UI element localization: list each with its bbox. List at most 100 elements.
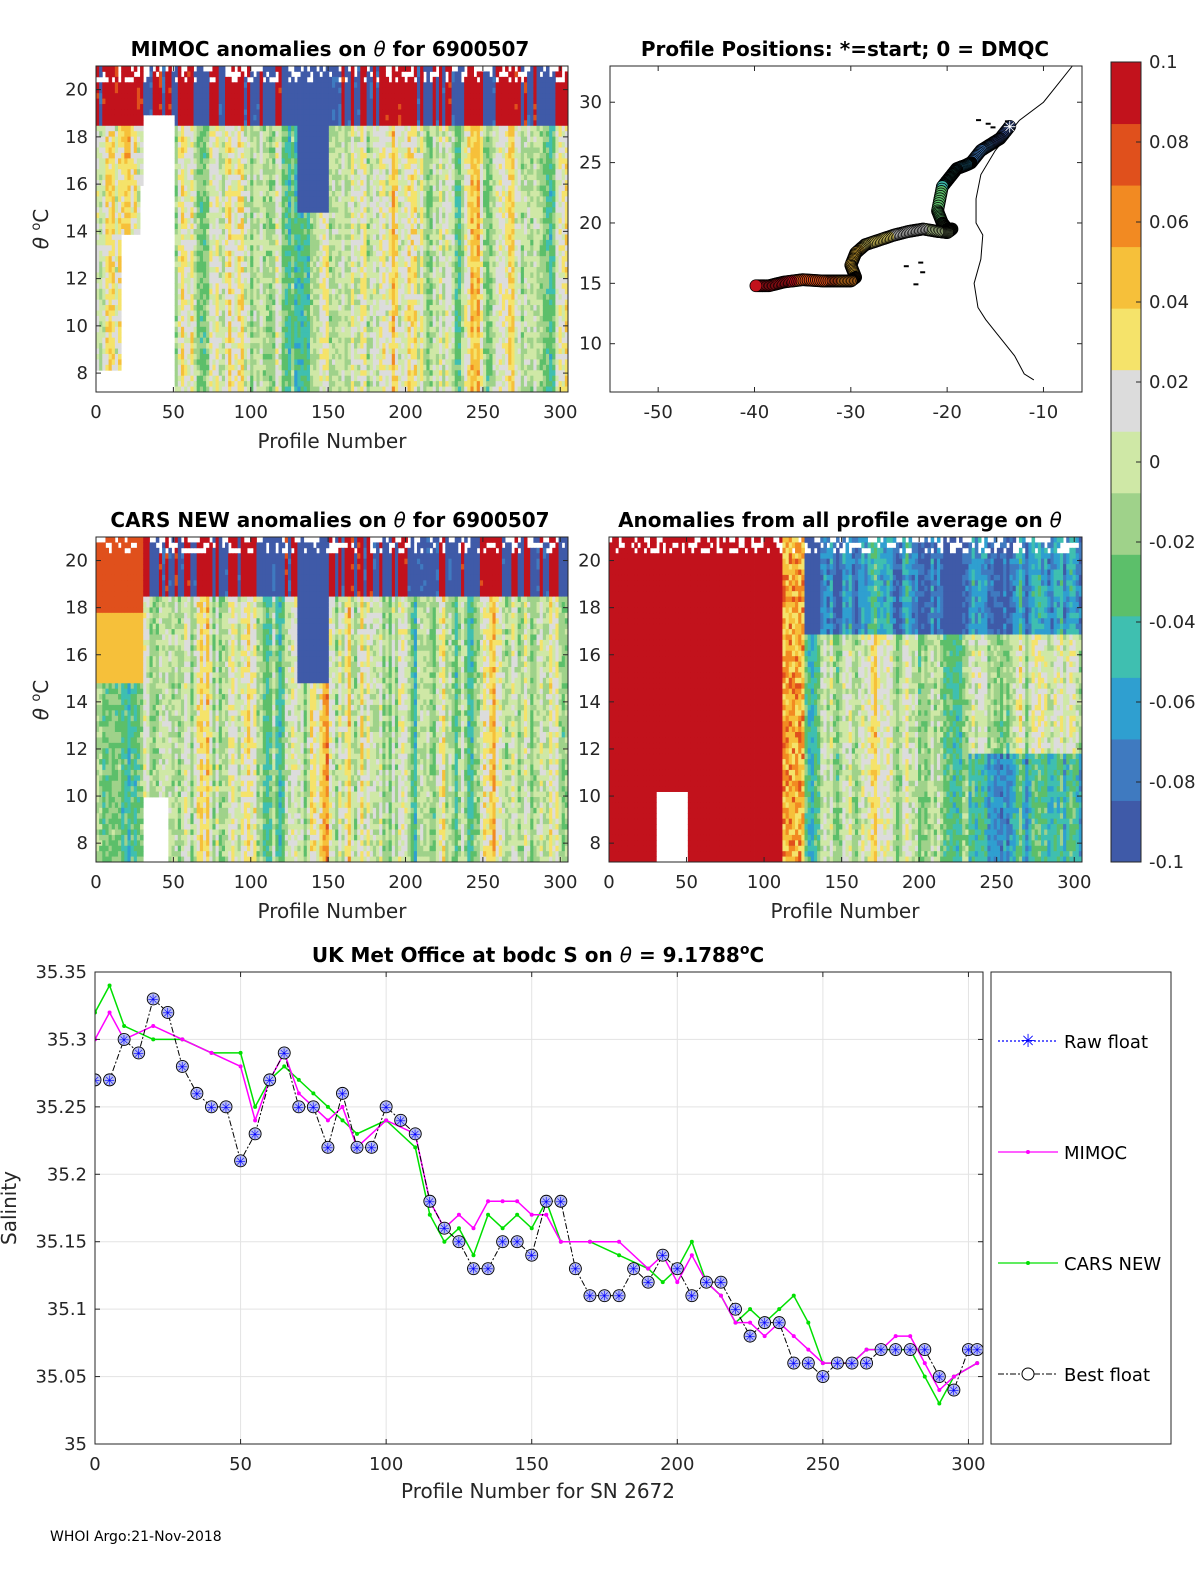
heatmap-cell [99, 180, 103, 186]
heatmap-cell [202, 299, 207, 306]
heatmap-cell [316, 272, 320, 279]
heatmap-cell [269, 212, 273, 219]
heatmap-cell [209, 229, 213, 235]
heatmap-cell [306, 261, 311, 268]
heatmap-cell [398, 239, 402, 246]
heatmap-cell [190, 305, 194, 311]
heatmap-cell [394, 386, 399, 392]
heatmap-cell [250, 196, 254, 203]
heatmap-cell [199, 229, 204, 235]
heatmap-cell [265, 201, 270, 208]
heatmap-cell [275, 87, 279, 94]
heatmap-cell [127, 218, 132, 224]
heatmap-cell [394, 125, 399, 132]
heatmap-cell [240, 234, 245, 241]
heatmap-cell [237, 185, 242, 192]
heatmap-cell [262, 229, 267, 235]
heatmap-cell [388, 218, 393, 224]
heatmap-cell [319, 272, 323, 279]
heatmap-cell [187, 185, 191, 192]
heatmap-cell [297, 207, 301, 214]
heatmap-cell [206, 142, 210, 148]
heatmap-cell [206, 343, 210, 349]
heatmap-cell [325, 71, 330, 78]
heatmap-cell [265, 93, 270, 99]
heatmap-cell [357, 343, 361, 349]
heatmap-cell [118, 98, 122, 105]
heatmap-cell [291, 288, 295, 295]
heatmap-cell [369, 386, 374, 392]
heatmap-cell [177, 337, 182, 344]
heatmap-cell [391, 315, 396, 322]
heatmap-cell [313, 98, 317, 105]
heatmap-cell [275, 310, 279, 317]
heatmap-cell [225, 190, 229, 197]
heatmap-cell [335, 196, 339, 203]
heatmap-cell [124, 152, 128, 159]
heatmap-cell [372, 136, 377, 143]
heatmap-cell [133, 142, 138, 148]
heatmap-cell [262, 158, 267, 165]
heatmap-cell [335, 131, 339, 138]
heatmap-cell [174, 315, 179, 322]
heatmap-cell [398, 71, 402, 78]
heatmap-cell [99, 114, 103, 121]
heatmap-cell [360, 120, 364, 127]
heatmap-cell [338, 185, 342, 192]
heatmap-cell [105, 201, 109, 208]
heatmap-cell [136, 87, 141, 94]
heatmap-cell [379, 386, 383, 392]
heatmap-cell [240, 196, 245, 203]
heatmap-cell [269, 288, 273, 295]
heatmap-cell [391, 136, 396, 143]
heatmap-cell [316, 136, 320, 143]
heatmap-cell [168, 76, 172, 83]
heatmap-cell [316, 218, 320, 224]
heatmap-cell [275, 370, 279, 377]
heatmap-cell [190, 120, 194, 127]
heatmap-cell [316, 277, 320, 284]
heatmap-cell [218, 76, 223, 83]
heatmap-cell [102, 104, 106, 110]
heatmap-cell [281, 364, 286, 371]
heatmap-cell [234, 386, 238, 392]
heatmap-cell [284, 131, 289, 138]
heatmap-cell [180, 98, 185, 105]
heatmap-cell [108, 267, 113, 273]
heatmap-cell [225, 152, 229, 159]
heatmap-cell [221, 174, 226, 181]
heatmap-cell [118, 169, 122, 176]
heatmap-cell [319, 348, 323, 355]
heatmap-cell [206, 321, 210, 328]
heatmap-cell [344, 256, 349, 262]
heatmap-cell [278, 321, 283, 328]
heatmap-cell [202, 114, 207, 121]
heatmap-cell [350, 283, 355, 290]
heatmap-cell [303, 337, 308, 344]
heatmap-cell [96, 343, 100, 349]
heatmap-cell [382, 337, 386, 344]
heatmap-cell [363, 375, 368, 382]
heatmap-cell [206, 207, 210, 214]
heatmap-cell [287, 310, 292, 317]
heatmap-cell [158, 71, 163, 78]
heatmap-cell [300, 174, 305, 181]
heatmap-cell [187, 283, 191, 290]
heatmap-cell [382, 218, 386, 224]
heatmap-cell [193, 283, 198, 290]
heatmap-cell [221, 272, 226, 279]
heatmap-cell [291, 174, 295, 181]
heatmap-cell [332, 229, 336, 235]
heatmap-cell [347, 190, 352, 197]
heatmap-cell [212, 239, 216, 246]
heatmap-cell [341, 174, 345, 181]
heatmap-cell [114, 288, 119, 295]
heatmap-cell [262, 364, 267, 371]
heatmap-cell [225, 381, 229, 387]
heatmap-cell [325, 180, 330, 186]
heatmap-cell [269, 261, 273, 268]
heatmap-cell [221, 359, 226, 366]
heatmap-cell [130, 71, 135, 78]
heatmap-cell [322, 185, 327, 192]
heatmap-cell [108, 174, 113, 181]
